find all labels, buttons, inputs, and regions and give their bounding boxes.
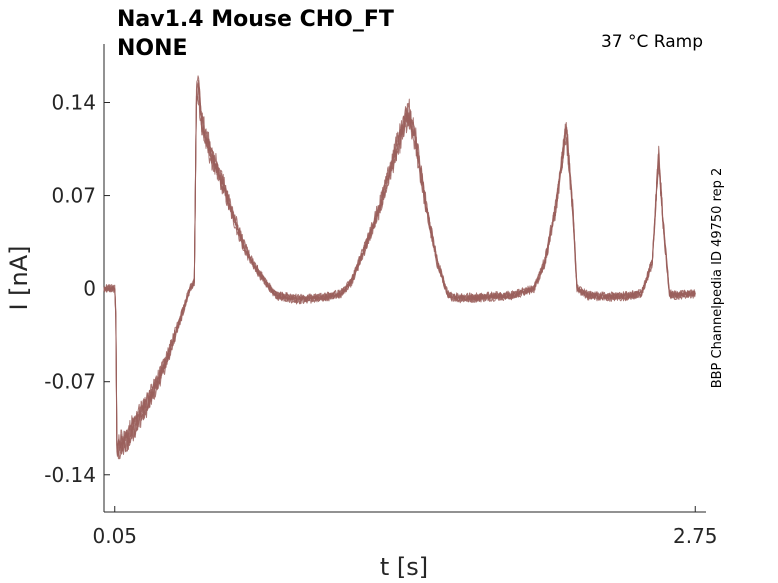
chart-title-line2: NONE — [117, 36, 188, 61]
y-axis-label: I [nA] — [5, 245, 33, 310]
y-tick-label: 0.07 — [51, 184, 96, 208]
condition-label: 37 °C Ramp — [601, 32, 703, 52]
current-trace-line — [103, 96, 696, 460]
y-tick-label: -0.07 — [44, 370, 96, 394]
y-tick-label: -0.14 — [44, 463, 96, 487]
current-trace-line — [103, 75, 696, 450]
x-tick-label: 0.05 — [92, 524, 137, 548]
x-tick-label: 2.75 — [673, 524, 718, 548]
y-tick-label: 0.14 — [51, 91, 96, 115]
x-axis-label: t [s] — [380, 553, 428, 581]
y-tick-label: 0 — [83, 277, 96, 301]
chart-title-line1: Nav1.4 Mouse CHO_FT — [117, 7, 394, 32]
side-note-label: BBP Channelpedia ID 49750 rep 2 — [710, 168, 725, 389]
